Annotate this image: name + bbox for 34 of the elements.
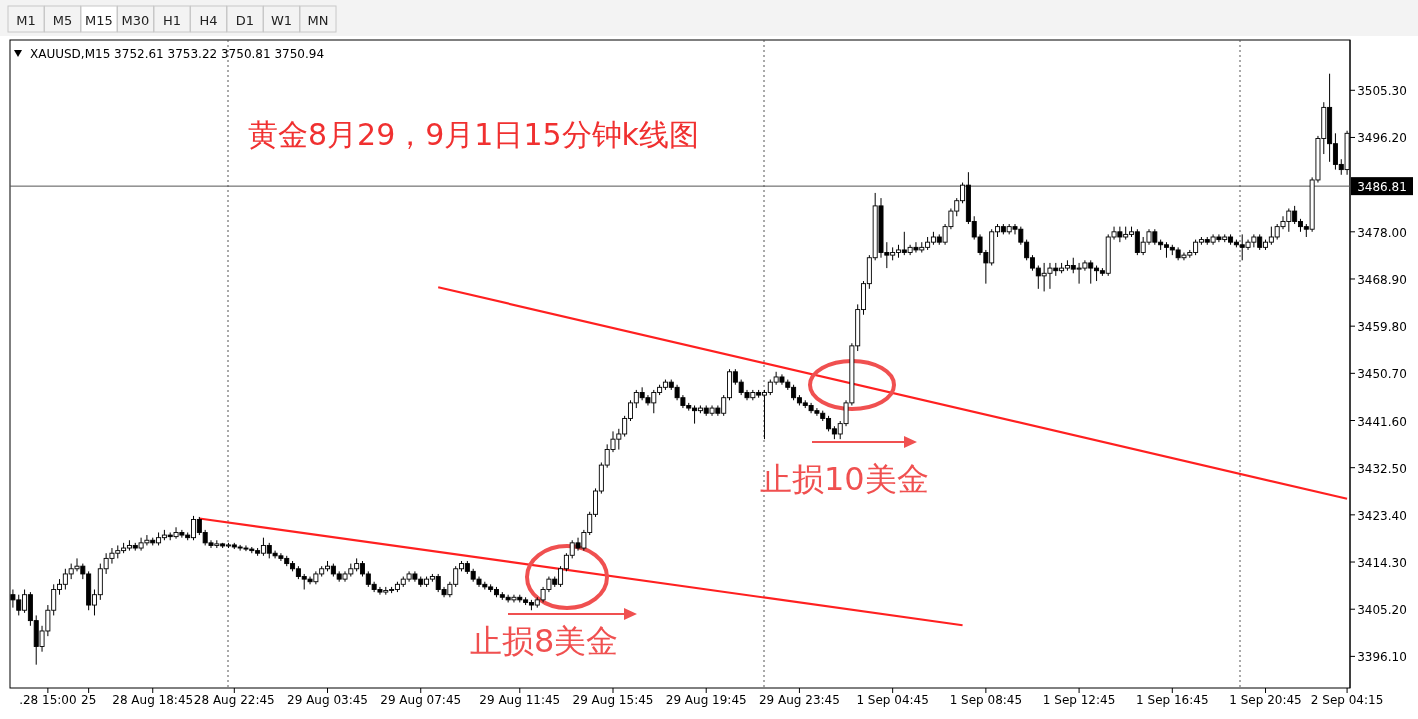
x-tick-label: 1 Sep 04:45 bbox=[856, 693, 929, 707]
y-tick-label: 3414.30 bbox=[1357, 556, 1407, 571]
y-tick-label: 3496.20 bbox=[1357, 131, 1407, 146]
x-tick-label: 29 Aug 19:45 bbox=[665, 693, 747, 707]
x-tick-label: 29 Aug 03:45 bbox=[287, 693, 368, 707]
x-tick-label: 29 Aug 11:45 bbox=[479, 693, 561, 707]
x-tick-label: 29 Aug 07:45 bbox=[380, 693, 462, 707]
x-tick-label: 29 Aug 23:45 bbox=[758, 693, 840, 707]
ref-line-label: 3486.81 bbox=[1357, 180, 1407, 195]
x-tick-label: 1 Sep 08:45 bbox=[949, 693, 1023, 707]
annotation: XAUUSD,M15 3752.61 3753.22 3750.81 3750.94 bbox=[30, 47, 325, 61]
toolbar: M1 M5 M15 M30 H1 H4 D1 W1 MN bbox=[0, 0, 1418, 36]
x-tick-label: .28 15:00 bbox=[19, 693, 77, 707]
x-tick-label: 28 Aug 22:45 bbox=[193, 693, 275, 707]
x-tick-label: 1 Sep 16:45 bbox=[1136, 693, 1209, 707]
y-tick-label: 3505.30 bbox=[1357, 84, 1407, 99]
text: 黄金8月29，9月1日15分钟k线图 bbox=[248, 117, 699, 152]
x-tick-label: 29 Aug 15:45 bbox=[572, 693, 654, 707]
y-tick-label: 3441.60 bbox=[1357, 414, 1407, 429]
y-tick-label: 3396.10 bbox=[1357, 650, 1407, 665]
x-tick-label: 1 Sep 12:45 bbox=[1042, 693, 1116, 707]
x-tick-label: 2 Sep 04:15 bbox=[1310, 693, 1384, 707]
y-tick-label: 3468.90 bbox=[1357, 272, 1407, 287]
y-tick-label: 3459.80 bbox=[1357, 320, 1407, 335]
y-tick-label: 3478.00 bbox=[1357, 225, 1407, 240]
y-tick-label: 3432.50 bbox=[1357, 461, 1407, 476]
x-tick-label: 1 Sep 20:45 bbox=[1229, 693, 1302, 707]
x-tick-label: 28 Aug 18:45 bbox=[112, 693, 194, 707]
annotation: 止损10美金 bbox=[760, 460, 929, 498]
y-tick-label: 3423.40 bbox=[1357, 508, 1407, 523]
y-tick-label: 3405.20 bbox=[1357, 603, 1407, 618]
y-tick-label: 3450.70 bbox=[1357, 367, 1407, 382]
x-tick-label: 25 bbox=[81, 693, 97, 707]
annotation: 止损8美金 bbox=[470, 622, 619, 660]
